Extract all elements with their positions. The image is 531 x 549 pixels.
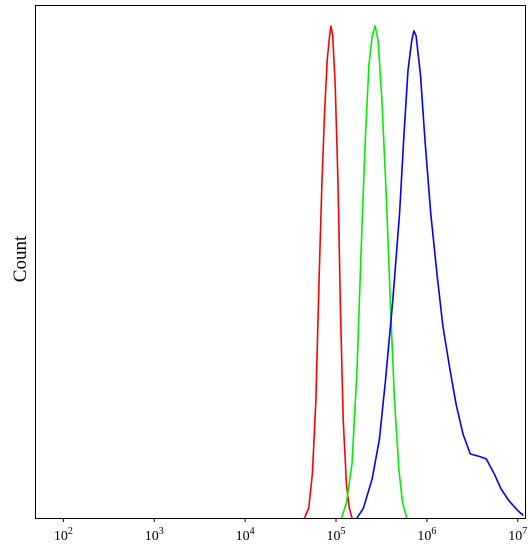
x-tick-label-exponent: 3 — [159, 526, 164, 537]
x-tick-label-base: 10 — [236, 529, 250, 544]
x-tick-label-exponent: 2 — [68, 526, 73, 537]
series-2-line — [340, 25, 408, 519]
x-tick-label-exponent: 6 — [431, 526, 436, 537]
x-tick-label-exponent: 5 — [341, 526, 346, 537]
x-tick-labels: 102 103 104 105 106 107 — [54, 518, 527, 544]
series-layer — [303, 25, 524, 519]
x-tick-label: 104 — [236, 526, 255, 544]
plot-frame — [35, 5, 526, 519]
x-tick-label: 102 — [54, 526, 73, 544]
x-tick-label-base: 10 — [327, 529, 341, 544]
series-1-line — [303, 25, 353, 519]
x-tick-label-exponent: 4 — [250, 526, 255, 537]
x-tick-label-base: 10 — [508, 529, 522, 544]
x-tick-label-base: 10 — [145, 529, 159, 544]
x-tick-label: 107 — [508, 526, 527, 544]
x-tick-label-base: 10 — [54, 529, 68, 544]
series-3-line — [356, 30, 524, 519]
x-tick-label: 103 — [145, 526, 164, 544]
x-tick-label: 105 — [327, 526, 346, 544]
x-tick-label-base: 10 — [417, 529, 431, 544]
x-tick-label-exponent: 7 — [522, 526, 527, 537]
x-tick-label: 106 — [417, 526, 436, 544]
y-axis-title: Count — [10, 235, 31, 282]
